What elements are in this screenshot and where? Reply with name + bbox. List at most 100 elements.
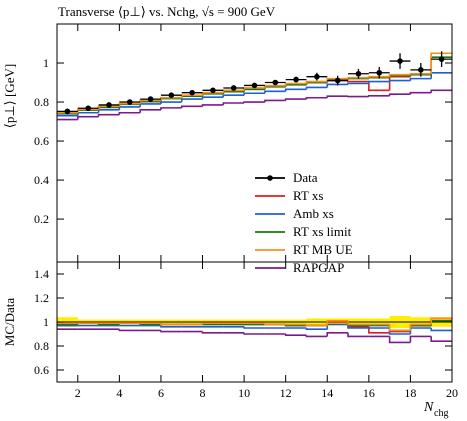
mc-step — [347, 320, 369, 326]
mc-step — [118, 106, 141, 110]
mc-step — [222, 102, 245, 105]
mc-step — [201, 93, 224, 97]
y-tick-label: 1.2 — [34, 291, 49, 305]
mc-step — [243, 326, 265, 329]
mc-step — [388, 73, 411, 77]
x-tick-label: 6 — [158, 386, 164, 400]
data-point — [438, 56, 445, 62]
mc-step — [118, 111, 141, 115]
data-point — [126, 99, 133, 105]
mc-step — [76, 115, 99, 120]
mc-step — [430, 336, 452, 342]
mc-step — [160, 101, 182, 104]
mc-step — [160, 107, 182, 110]
mc-step — [409, 323, 432, 331]
mc-step — [222, 89, 245, 93]
x-axis-label-sub: chg — [434, 408, 448, 419]
mc-step — [180, 94, 203, 98]
data-point — [334, 77, 341, 84]
mc-step — [388, 79, 411, 82]
data-point — [147, 96, 154, 102]
mc-step — [368, 80, 390, 84]
mc-step — [201, 104, 224, 107]
mc-step — [243, 101, 265, 104]
mc-step — [347, 77, 369, 80]
mc-step — [180, 105, 203, 108]
mc-step — [243, 92, 265, 96]
mc-step — [284, 334, 307, 336]
data-point — [397, 58, 403, 64]
y-tick-label: 1.4 — [34, 267, 49, 281]
mc-step — [284, 82, 307, 86]
data-point — [85, 105, 91, 112]
mc-step — [388, 324, 411, 332]
mc-step — [430, 328, 452, 332]
mc-step — [201, 96, 224, 100]
data-point — [251, 82, 258, 89]
mc-step — [118, 329, 141, 332]
data-point — [230, 85, 237, 91]
x-tick-label: 20 — [446, 386, 458, 400]
mc-step — [347, 80, 369, 83]
x-axis-label: N — [423, 400, 434, 415]
mc-step — [284, 98, 307, 101]
x-tick-label: 10 — [238, 386, 250, 400]
mc-step — [243, 332, 265, 335]
mc-step — [139, 99, 161, 104]
x-tick-label: 12 — [280, 386, 292, 400]
mc-step — [430, 89, 452, 93]
mc-step — [326, 332, 349, 337]
data-point — [106, 102, 112, 108]
legend-label: Data — [293, 170, 318, 185]
mc-step — [284, 88, 307, 92]
mc-step — [76, 108, 99, 113]
x-tick-label: 16 — [363, 386, 375, 400]
mc-step — [326, 320, 349, 326]
mc-step — [222, 90, 245, 94]
chart-title: Transverse ⟨p⊥⟩ vs. Nchg, √s = 900 GeV — [58, 4, 276, 19]
mc-step — [180, 95, 203, 99]
legend-label: RT MB UE — [293, 242, 353, 257]
x-tick-label: 2 — [75, 386, 81, 400]
data-point — [293, 76, 299, 83]
mc-step — [243, 88, 265, 92]
y-tick-label: 0.8 — [34, 339, 49, 353]
mc-step — [305, 81, 328, 85]
ratio-y-axis-label: MC/Data — [2, 298, 17, 347]
mc-step — [430, 317, 452, 325]
legend-label: Amb xs — [293, 206, 334, 221]
mc-step — [347, 76, 369, 79]
y-tick-label: 1 — [43, 56, 49, 70]
mc-step — [409, 72, 432, 75]
mc-step — [409, 335, 432, 343]
mc-step — [139, 103, 161, 107]
data-point — [418, 67, 424, 73]
mc-step — [264, 99, 286, 103]
mc-step — [180, 98, 203, 103]
y-tick-label: 0.8 — [34, 95, 49, 109]
mc-step — [388, 93, 411, 96]
mc-step — [160, 330, 182, 333]
mc-step — [160, 97, 182, 102]
y-axis-label: ⟨p⊥⟩ [GeV] — [2, 64, 17, 128]
mc-step — [388, 75, 411, 91]
mc-step — [409, 91, 432, 95]
y-tick-label: 1 — [43, 315, 49, 329]
mc-step — [409, 77, 432, 81]
plot-frame — [56, 23, 453, 263]
y-tick-label: 0.6 — [34, 134, 49, 148]
mc-step — [222, 94, 245, 98]
x-tick-label: 8 — [200, 386, 206, 400]
mc-step — [76, 111, 99, 116]
y-tick-label: 0.6 — [34, 363, 49, 377]
mc-step — [430, 52, 452, 74]
mc-step — [305, 80, 328, 84]
y-tick-label: 0.2 — [34, 212, 49, 226]
data-point — [376, 69, 383, 76]
x-tick-label: 14 — [321, 386, 333, 400]
mc-step — [326, 83, 349, 88]
legend-marker — [267, 175, 273, 181]
mc-step — [347, 332, 369, 338]
mc-step — [326, 323, 349, 330]
